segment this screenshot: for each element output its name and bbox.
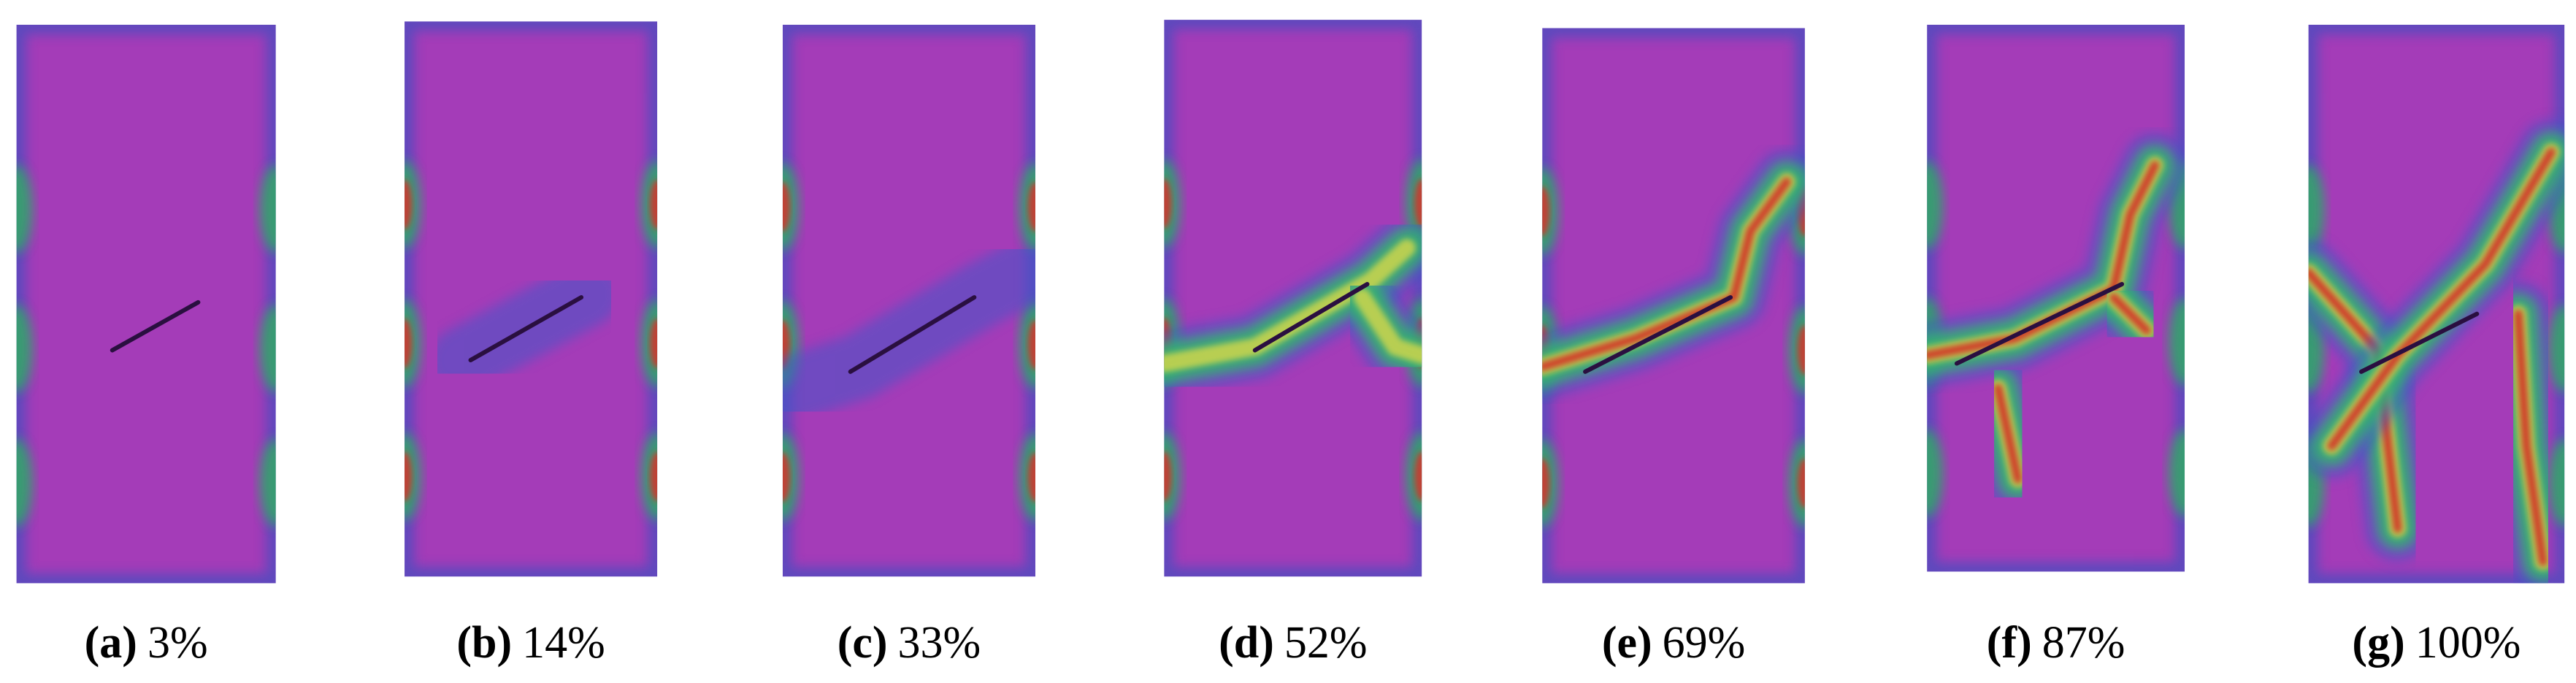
edge-strain: [782, 433, 799, 522]
edge-strain: [1164, 159, 1181, 248]
edge-strain: [405, 432, 421, 521]
panel-caption: (c) 33%: [837, 618, 981, 668]
edge-strain-peak: [405, 318, 413, 369]
edge-strain-peak: [782, 182, 790, 232]
panel-content: [1927, 24, 2185, 572]
panel-tag: (g): [2352, 618, 2404, 668]
strain-band: [1993, 384, 2023, 484]
edge-strain-peak: [1414, 178, 1422, 229]
edge-strain: [1788, 439, 1805, 527]
strain-band: [1353, 289, 1422, 365]
edge-strain: [2308, 165, 2325, 253]
strain-band: [2513, 309, 2548, 566]
edge-strain-peak: [1027, 452, 1035, 503]
panel-image: [405, 21, 658, 577]
panel-caption: (e) 69%: [1602, 618, 1745, 668]
panel-tag: (d): [1219, 618, 1274, 668]
panel-content: [1164, 20, 1422, 577]
edge-strain-peak: [1542, 186, 1550, 237]
edge-strain: [405, 299, 421, 388]
panel-tag: (a): [85, 618, 137, 668]
crack: [110, 299, 201, 353]
edge-strain: [1406, 432, 1422, 521]
edge-strain-peak: [405, 180, 413, 230]
crack: [1954, 281, 2125, 366]
edge-strain-peak: [405, 451, 413, 502]
panel-tag: (f): [1987, 618, 2032, 668]
panel-strain: 100%: [2415, 618, 2521, 668]
edge-strain: [1542, 439, 1559, 527]
edge-strain-peak: [1027, 182, 1035, 232]
panel-image: [16, 24, 276, 584]
panel-tag: (b): [456, 618, 512, 668]
panel-tag: (e): [1602, 618, 1652, 668]
panel-strain: 87%: [2042, 618, 2125, 668]
panel-content: [2308, 24, 2565, 584]
edge-strain-peak: [1164, 451, 1172, 502]
panel-caption: (g) 100%: [2352, 618, 2521, 668]
edge-strain-peak: [1414, 451, 1422, 502]
panel-strain: 33%: [898, 618, 981, 668]
edge-strain: [1019, 163, 1035, 251]
edge-strain: [16, 438, 33, 527]
edge-strain-peak: [650, 180, 658, 230]
edge-strain-peak: [1797, 458, 1805, 508]
panel-caption: (a) 3%: [85, 618, 208, 668]
crack: [1252, 281, 1370, 353]
panel-strain: 69%: [1663, 618, 1746, 668]
panel-caption: (b) 14%: [456, 618, 605, 668]
panel-image: [1927, 24, 2185, 572]
edge-strain-peak: [1542, 458, 1550, 508]
panel-image: [2308, 24, 2565, 584]
edge-strain: [1542, 167, 1559, 256]
specimen-background: [16, 24, 276, 584]
edge-strain-peak: [650, 451, 658, 502]
edge-strain: [259, 305, 276, 393]
panel-image: [1164, 20, 1422, 577]
edge-strain-peak: [782, 452, 790, 503]
crack: [1583, 295, 1733, 374]
panel-content: [405, 21, 658, 577]
panel-image: [1542, 28, 1805, 584]
edge-strain: [1927, 429, 1944, 517]
edge-strain: [2169, 429, 2185, 517]
edge-strain-peak: [1164, 178, 1172, 229]
edge-strain: [641, 432, 658, 521]
edge-strain: [641, 161, 658, 249]
panel-tag: (c): [837, 618, 888, 668]
crack: [468, 295, 584, 363]
edge-strain: [16, 165, 33, 253]
edge-strain: [405, 161, 421, 249]
edge-strain: [1019, 433, 1035, 522]
edge-strain: [641, 299, 658, 388]
edge-strain-peak: [650, 318, 658, 369]
panel-content: [16, 24, 276, 584]
edge-strain-peak: [1027, 320, 1035, 370]
strain-band: [2327, 148, 2556, 451]
panel-strain: 14%: [522, 618, 605, 668]
edge-strain: [1788, 306, 1805, 394]
edge-strain: [1164, 432, 1181, 521]
edge-strain: [782, 163, 799, 251]
crack: [848, 295, 977, 374]
panel-content: [782, 24, 1035, 577]
crack: [2359, 311, 2480, 374]
panel-caption: (d) 52%: [1219, 618, 1367, 668]
panel-strain: 52%: [1284, 618, 1368, 668]
strain-band: [1542, 177, 1791, 372]
panel-strain: 3%: [147, 618, 208, 668]
edge-strain-peak: [1797, 325, 1805, 375]
edge-strain: [259, 438, 276, 527]
edge-strain: [16, 305, 33, 393]
strain-band: [2109, 293, 2151, 335]
panel-caption: (f) 87%: [1987, 618, 2125, 668]
edge-strain: [1019, 301, 1035, 389]
panel-content: [1542, 28, 1805, 584]
edge-strain: [259, 165, 276, 253]
panel-image: [782, 24, 1035, 577]
edge-strain: [1927, 161, 1944, 249]
